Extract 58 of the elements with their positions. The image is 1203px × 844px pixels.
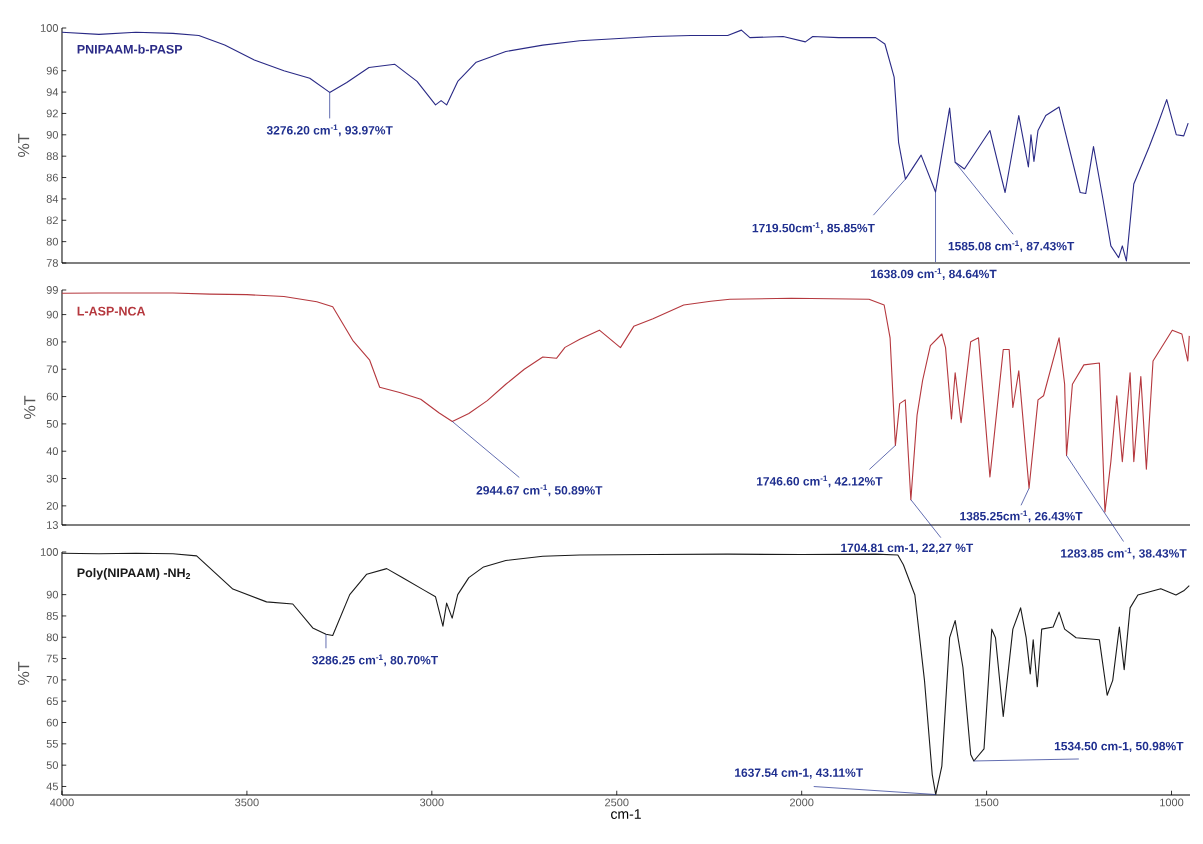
x-tick-label: 2500 [605,798,629,807]
annotation: 1704.81 cm-1, 22,27 %T [841,543,974,554]
x-tick-label: 3000 [420,798,444,807]
y-tick-label: 84 [46,195,59,203]
x-tick-label: 3500 [235,798,259,807]
annotation: 1283.85 cm$^{-1}$, 38.43%T [1061,547,1187,560]
annotation: 3276.20 cm$^{-1}$, 93.97%T [266,124,393,137]
y-tick-label: 99 [46,286,58,294]
y-tick-label: 60 [46,392,59,401]
series-label: Poly(NIPAAM) -NH$_{2}$ [77,568,191,580]
y-tick-label: 55 [46,740,58,748]
annotation: 1385.25cm$^{-1}$, 26.43%T [960,510,1083,523]
y-tick-label: 90 [46,590,59,599]
y-axis-title: %T [18,133,30,157]
y-tick-label: 13 [47,521,58,529]
y-tick-label: 85 [46,612,58,620]
annotation: 1746.60 cm$^{-1}$, 42.12%T [756,475,883,488]
x-tick-label: 4000 [50,798,74,807]
y-tick-label: 86 [46,173,58,182]
annotation: 1585.08 cm$^{-1}$, 87.43%T [948,240,1075,253]
y-tick-label: 96 [46,66,58,75]
y-tick-label: 75 [46,654,58,663]
annotation: 1719.50cm$^{-1}$, 85.85%T [752,222,875,234]
y-axis-title: %T [24,395,36,419]
annotation: 1638.09 cm$^{-1}$, 84.64%T [871,268,997,280]
y-tick-label: 80 [46,633,59,642]
y-tick-label: 70 [46,365,59,374]
y-tick-label: 100 [40,24,59,32]
y-tick-label: 50 [46,420,59,428]
y-tick-label: 90 [46,130,59,139]
series-label: L-ASP-NCA [77,306,146,316]
y-tick-label: 70 [46,676,59,684]
y-tick-label: 88 [46,152,58,161]
y-tick-label: 78 [46,259,58,267]
y-tick-label: 30 [46,474,59,483]
y-tick-label: 90 [46,310,59,319]
y-tick-label: 82 [46,216,58,225]
x-tick-label: 1500 [975,798,999,807]
y-tick-label: 40 [46,447,59,456]
x-tick-label: 1000 [1160,798,1184,807]
y-tick-label: 80 [46,237,59,246]
y-tick-label: 60 [46,718,59,727]
x-tick-label: 2000 [789,798,814,807]
y-tick-label: 100 [40,548,59,556]
annotation: 2944.67 cm$^{-1}$, 50.89%T [476,484,603,497]
y-tick-label: 20 [46,501,59,510]
y-tick-label: 92 [46,109,58,118]
y-tick-label: 50 [46,761,59,770]
y-tick-label: 45 [46,782,58,791]
y-axis-title: %T [18,661,30,685]
x-axis-title: cm-1 [611,809,641,819]
series-label: PNIPAAM-b-PASP [77,44,183,54]
y-tick-label: 80 [46,338,59,346]
annotation: 1637.54 cm-1, 43.11%T [735,768,863,779]
y-tick-label: 94 [46,88,59,96]
annotation: 3286.25 cm$^{-1}$, 80.70%T [312,654,438,667]
y-tick-label: 65 [46,697,58,706]
annotation: 1534.50 cm-1, 50.98%T [1054,741,1184,753]
